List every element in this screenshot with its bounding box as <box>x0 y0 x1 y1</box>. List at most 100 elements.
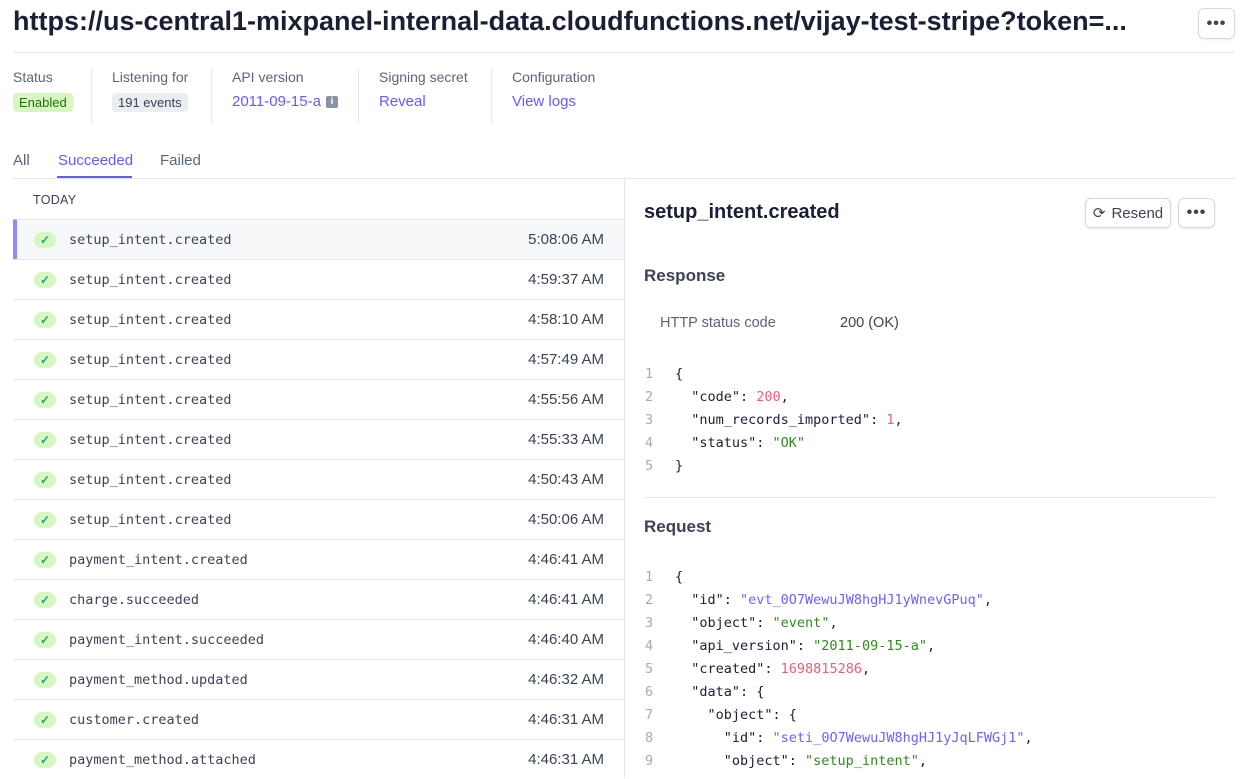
more-icon: ••• <box>1206 14 1227 32</box>
code-line: 4 "status": "OK" <box>644 432 903 455</box>
success-check-icon: ✓ <box>34 471 56 488</box>
event-row[interactable]: ✓ setup_intent.created 4:59:37 AM <box>13 259 624 299</box>
info-icon[interactable]: i <box>325 95 338 108</box>
request-heading: Request <box>644 517 712 536</box>
api-version-link[interactable]: 2011-09-15-a <box>232 93 321 110</box>
response-body: 1{2 "code": 200, 3 "num_records_imported"… <box>644 363 903 478</box>
meta-label: Status <box>13 69 53 85</box>
event-time: 4:55:56 AM <box>528 391 604 408</box>
event-name: payment_intent.succeeded <box>69 631 265 648</box>
success-check-icon: ✓ <box>34 671 56 688</box>
code-line: 5 "created": 1698815286, <box>644 658 1033 681</box>
event-row[interactable]: ✓ setup_intent.created 5:08:06 AM <box>13 219 624 259</box>
view-logs-link[interactable]: View logs <box>512 93 576 110</box>
event-time: 4:58:10 AM <box>528 311 604 328</box>
event-name: setup_intent.created <box>69 511 232 528</box>
event-time: 4:55:33 AM <box>528 431 604 448</box>
events-count-badge[interactable]: 191 events <box>112 93 188 112</box>
event-row[interactable]: ✓ setup_intent.created 4:55:33 AM <box>13 419 624 459</box>
code-token: "num_records_imported": <box>675 412 887 428</box>
meta-listening: Listening for 191 events <box>91 68 208 124</box>
event-name: setup_intent.created <box>69 271 232 288</box>
code-line: 7 "object": { <box>644 704 1033 727</box>
event-time: 5:08:06 AM <box>528 231 604 248</box>
success-check-icon: ✓ <box>34 591 56 608</box>
tab-succeeded[interactable]: Succeeded <box>58 152 134 169</box>
event-row[interactable]: ✓ charge.succeeded 4:46:41 AM <box>13 579 624 619</box>
event-row[interactable]: ✓ payment_intent.created 4:46:41 AM <box>13 539 624 579</box>
http-status-label: HTTP status code <box>660 315 776 331</box>
code-token: } <box>675 458 684 474</box>
request-body: 1{2 "id": "evt_0O7WewuJW8hgHJ1yWnevGPuq"… <box>644 566 1033 773</box>
endpoint-meta: Status Enabled Listening for 191 events … <box>13 0 713 130</box>
divider <box>13 52 1235 53</box>
code-token: "OK" <box>772 435 806 451</box>
code-token: 1 <box>886 412 895 428</box>
event-row[interactable]: ✓ customer.created 4:46:31 AM <box>13 699 624 739</box>
event-name: setup_intent.created <box>69 231 232 248</box>
meta-label: Listening for <box>112 69 189 85</box>
event-time: 4:46:41 AM <box>528 551 604 568</box>
code-line: 2 "code": 200, <box>644 386 903 409</box>
event-name: customer.created <box>69 711 200 728</box>
code-token: , <box>918 753 927 769</box>
http-status-value: 200 (OK) <box>840 315 899 331</box>
event-time: 4:50:06 AM <box>528 511 604 528</box>
event-name: setup_intent.created <box>69 351 232 368</box>
code-token: , <box>861 661 871 677</box>
event-row[interactable]: ✓ payment_intent.succeeded 4:46:40 AM <box>13 619 624 659</box>
code-token: "object": <box>675 615 773 631</box>
event-time: 4:46:31 AM <box>528 711 604 728</box>
event-row[interactable]: ✓ setup_intent.created 4:50:06 AM <box>13 499 624 539</box>
success-check-icon: ✓ <box>34 231 56 248</box>
event-name: setup_intent.created <box>69 391 232 408</box>
divider <box>13 178 1235 179</box>
event-name: charge.succeeded <box>69 591 200 608</box>
detail-title: setup_intent.created <box>644 201 840 223</box>
event-row[interactable]: ✓ payment_method.updated 4:46:32 AM <box>13 659 624 699</box>
code-line: 8 "id": "seti_0O7WewuJW8hgHJ1yJqLFWGj1", <box>644 727 1033 750</box>
code-token: 200 <box>756 389 781 405</box>
code-token: "evt_0O7WewuJW8hgHJ1yWnevGPuq" <box>740 592 984 608</box>
active-tab-underline <box>57 176 132 178</box>
code-token: { <box>675 569 684 585</box>
code-line: 2 "id": "evt_0O7WewuJW8hgHJ1yWnevGPuq", <box>644 589 1033 612</box>
success-check-icon: ✓ <box>34 711 56 728</box>
reveal-secret-link[interactable]: Reveal <box>379 93 426 110</box>
code-token: "event" <box>772 615 830 631</box>
event-row[interactable]: ✓ setup_intent.created 4:58:10 AM <box>13 299 624 339</box>
line-number: 5 <box>645 661 654 677</box>
code-token: "2011-09-15-a" <box>813 638 927 654</box>
tab-failed[interactable]: Failed <box>160 152 201 169</box>
tab-all[interactable]: All <box>13 152 30 169</box>
status-badge: Enabled <box>13 93 73 112</box>
resend-button[interactable]: ⟳ Resend <box>1085 198 1171 228</box>
meta-label: Signing secret <box>379 69 468 85</box>
line-number: 5 <box>645 458 654 474</box>
endpoint-more-button[interactable]: ••• <box>1198 8 1235 39</box>
success-check-icon: ✓ <box>34 351 56 368</box>
code-line: 3 "num_records_imported": 1, <box>644 409 903 432</box>
line-number: 9 <box>645 753 654 769</box>
event-row[interactable]: ✓ setup_intent.created 4:57:49 AM <box>13 339 624 379</box>
detail-more-button[interactable]: ••• <box>1178 198 1215 228</box>
resend-label: Resend <box>1111 204 1164 222</box>
code-token: , <box>894 412 903 428</box>
event-name: setup_intent.created <box>69 431 232 448</box>
panel-divider <box>624 179 625 778</box>
success-check-icon: ✓ <box>34 391 56 408</box>
group-header-today: TODAY <box>33 193 77 207</box>
code-token: "created": <box>675 661 781 677</box>
event-row[interactable]: ✓ payment_method.attached 4:46:31 AM <box>13 739 624 779</box>
code-token: "seti_0O7WewuJW8hgHJ1yJqLFWGj1" <box>772 730 1025 746</box>
code-token: "status": <box>675 435 773 451</box>
success-check-icon: ✓ <box>34 311 56 328</box>
line-number: 4 <box>645 638 654 654</box>
event-row[interactable]: ✓ setup_intent.created 4:55:56 AM <box>13 379 624 419</box>
event-row[interactable]: ✓ setup_intent.created 4:50:43 AM <box>13 459 624 499</box>
line-number: 8 <box>645 730 654 746</box>
event-time: 4:50:43 AM <box>528 471 604 488</box>
code-line: 9 "object": "setup_intent", <box>644 750 1033 773</box>
code-token: "object": { <box>675 707 797 723</box>
event-name: payment_method.attached <box>69 751 256 768</box>
